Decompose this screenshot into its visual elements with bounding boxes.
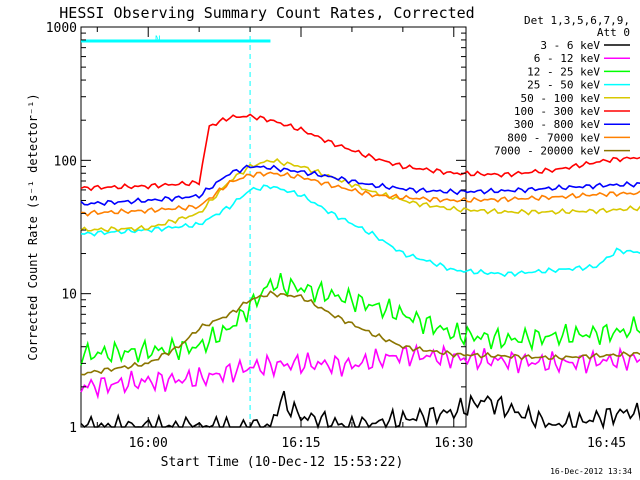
x-tick-label: 16:30: [434, 436, 473, 451]
x-tick-label: 16:45: [587, 436, 626, 451]
series-line-3-6: [80, 390, 640, 430]
series-line-800-7000: [80, 171, 640, 217]
x-axis-label: Start Time (10-Dec-12 15:53:22): [161, 455, 404, 470]
legend-label-12-25: 12 - 25 keV: [527, 65, 600, 78]
legend-label-50-100: 50 - 100 keV: [521, 92, 601, 105]
footer-timestamp: 16-Dec-2012 13:34: [550, 467, 632, 476]
series-line-12-25: [80, 273, 640, 366]
y-tick-label: 1: [69, 421, 77, 436]
tick-layer: 110100100016:0016:1516:3016:4517:0017:15…: [46, 21, 626, 451]
legend-label-7000-20000: 7000 - 20000 keV: [494, 145, 600, 158]
y-tick-label: 10: [61, 288, 77, 303]
series-line-300-800: [80, 164, 640, 207]
legend-label-3-6: 3 - 6 keV: [540, 39, 600, 52]
legend-attenuator: Att 0: [597, 26, 630, 39]
y-axis-label: Corrected Count Rate (s⁻¹ detector⁻¹): [26, 93, 40, 360]
series-line-6-12: [80, 343, 640, 400]
series-layer: [80, 113, 640, 430]
legend-label-300-800: 300 - 800 keV: [514, 118, 600, 131]
plot-frame: [80, 26, 467, 428]
legend-label-6-12: 6 - 12 keV: [534, 52, 601, 65]
series-line-7000-20000: [80, 290, 640, 376]
flag-layer: [81, 27, 271, 427]
legend-label-25-50: 25 - 50 keV: [527, 79, 600, 92]
y-tick-label: 1000: [46, 21, 77, 36]
night-marker: N: [155, 35, 160, 45]
legend-label-800-7000: 800 - 7000 keV: [507, 131, 600, 144]
series-line-25-50: [80, 184, 640, 278]
legend-label-100-300: 100 - 300 keV: [514, 105, 600, 118]
chart-title: HESSI Observing Summary Count Rates, Cor…: [59, 4, 474, 22]
x-tick-label: 16:00: [129, 436, 168, 451]
x-tick-label: 16:15: [281, 436, 320, 451]
series-line-100-300: [80, 113, 640, 192]
y-tick-label: 100: [54, 154, 77, 169]
series-line-50-100: [80, 157, 640, 233]
legend-detectors: Det 1,3,5,6,7,9,: [524, 14, 630, 27]
